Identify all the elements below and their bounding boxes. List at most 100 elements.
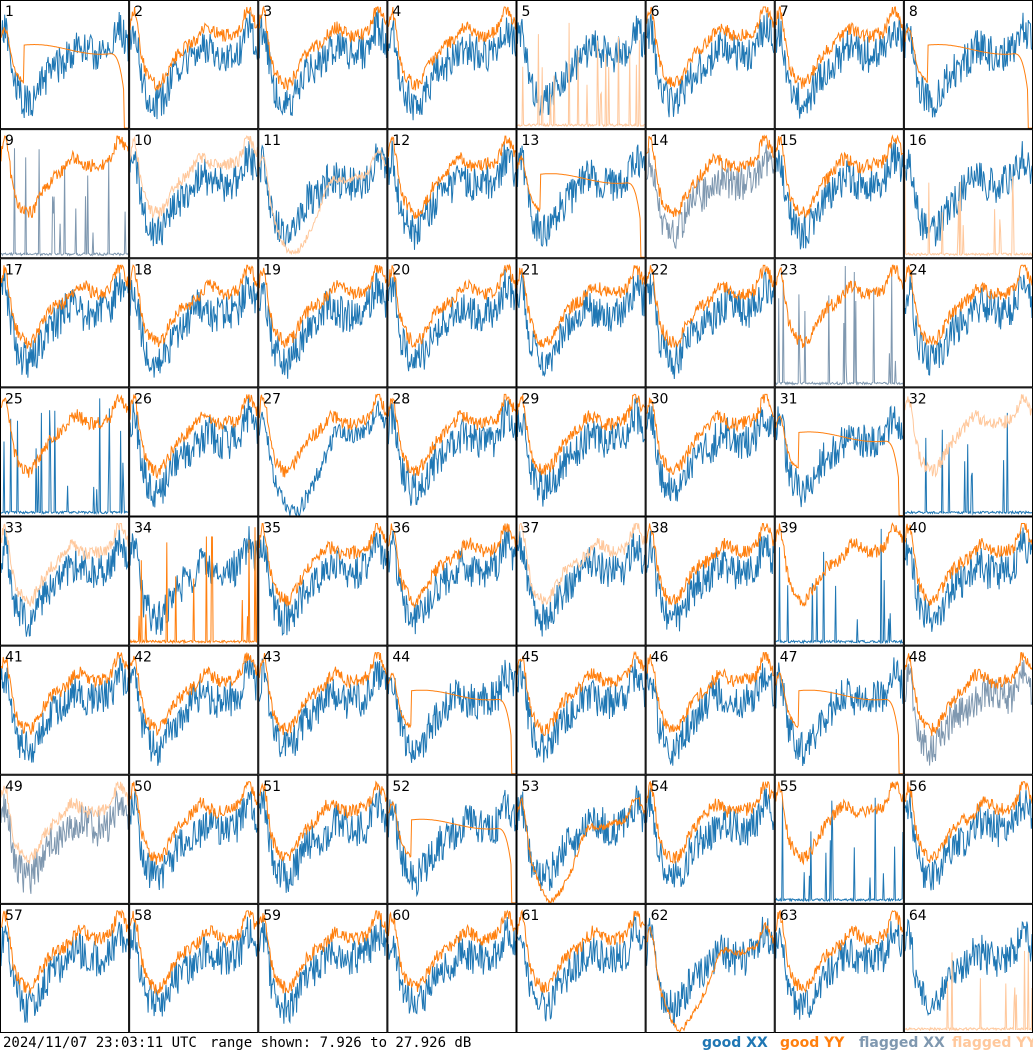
panel-frame-11 — [258, 129, 388, 259]
panel-frame-22 — [645, 258, 775, 388]
series-yy-54 — [646, 780, 775, 864]
panel-label-17: 17 — [5, 262, 23, 278]
panel-60: 60 — [387, 903, 517, 1033]
series-xx-31 — [775, 405, 904, 508]
panel-frame-29 — [516, 387, 646, 517]
series-yy-37 — [517, 522, 646, 606]
panel-18: 18 — [129, 258, 259, 388]
panel-frame-20 — [387, 258, 517, 388]
panel-41: 41 — [0, 645, 130, 775]
panel-frame-26 — [129, 387, 259, 517]
panel-4: 4 — [387, 0, 517, 130]
series-yy-2 — [129, 6, 258, 92]
panel-frame-60 — [387, 903, 517, 1033]
panel-frame-41 — [0, 645, 130, 775]
panel-25: 25 — [0, 387, 130, 517]
series-xx-40 — [904, 527, 1033, 632]
panel-frame-14 — [645, 129, 775, 259]
series-yy-26 — [129, 394, 258, 480]
series-yy-45 — [517, 650, 645, 737]
series-yy-22 — [646, 264, 775, 348]
panel-label-33: 33 — [5, 521, 23, 537]
series-yy-30 — [646, 393, 774, 475]
series-yy-43 — [258, 652, 387, 736]
panel-19: 19 — [258, 258, 388, 388]
panel-label-51: 51 — [263, 779, 281, 795]
series-xx-57 — [0, 921, 129, 1023]
panel-label-40: 40 — [909, 521, 927, 537]
panel-frame-38 — [645, 516, 775, 646]
series-yy-61 — [517, 909, 645, 993]
series-yy-36 — [387, 523, 516, 609]
panel-2: 2 — [129, 0, 259, 130]
range-readout: range shown: 7.926 to 27.926 dB — [210, 1035, 472, 1051]
panel-32: 32 — [903, 387, 1033, 517]
panel-15: 15 — [774, 129, 904, 259]
panel-frame-35 — [258, 516, 388, 646]
series-xx-41 — [0, 657, 129, 763]
panel-label-5: 5 — [522, 4, 531, 20]
panel-30: 30 — [645, 387, 775, 517]
panel-label-63: 63 — [780, 908, 798, 924]
series-xx-60 — [387, 916, 516, 1015]
series-xx-26 — [129, 396, 258, 508]
series-yy-63 — [775, 910, 904, 994]
panel-label-54: 54 — [651, 779, 669, 795]
panel-label-22: 22 — [651, 262, 669, 278]
panel-frame-46 — [645, 645, 775, 775]
panel-frame-21 — [516, 258, 646, 388]
panel-frame-57 — [0, 903, 130, 1033]
series-xx-38 — [646, 530, 775, 632]
legend-good-xx: good XX — [702, 1035, 768, 1051]
series-yy-58 — [129, 910, 258, 996]
panel-frame-49 — [0, 774, 130, 904]
series-yy-14 — [646, 134, 774, 218]
panel-53: 53 — [516, 774, 646, 905]
panel-frame-54 — [645, 774, 775, 904]
panel-7: 7 — [774, 0, 904, 130]
panel-label-8: 8 — [909, 4, 918, 20]
panel-frame-51 — [258, 774, 388, 904]
panel-label-32: 32 — [909, 391, 927, 407]
panel-frame-12 — [387, 129, 517, 259]
series-yy-3 — [258, 5, 387, 91]
series-xx-61 — [517, 915, 646, 1022]
series-yy-42 — [129, 652, 258, 737]
panel-5: 5 — [516, 0, 646, 130]
series-yy-6 — [646, 6, 775, 88]
panel-label-52: 52 — [392, 779, 410, 795]
series-yy-59 — [258, 910, 387, 994]
series-xx-55 — [775, 797, 904, 903]
panel-57: 57 — [0, 903, 130, 1033]
series-xx-49 — [0, 790, 129, 894]
series-yy-5 — [517, 22, 645, 128]
series-xx-20 — [387, 269, 516, 372]
series-yy-7 — [775, 6, 904, 89]
panel-59: 59 — [258, 903, 388, 1033]
panel-33: 33 — [0, 516, 130, 646]
panel-frame-44 — [387, 645, 517, 775]
panel-14: 14 — [645, 129, 775, 259]
panel-frame-28 — [387, 387, 517, 517]
series-yy-38 — [646, 523, 775, 606]
panel-label-35: 35 — [263, 521, 281, 537]
panel-label-12: 12 — [392, 133, 410, 149]
panel-label-47: 47 — [780, 650, 798, 666]
legend-good-yy: good YY — [780, 1035, 845, 1051]
panel-label-18: 18 — [134, 262, 152, 278]
series-xx-32 — [904, 412, 1033, 516]
panel-10: 10 — [129, 129, 259, 259]
series-xx-23 — [775, 265, 904, 386]
legend-flagged-yy: flagged YY — [952, 1035, 1033, 1051]
legend-flagged-xx: flagged XX — [859, 1035, 945, 1051]
series-yy-60 — [387, 909, 516, 993]
series-xx-48 — [904, 659, 1033, 766]
panel-label-39: 39 — [780, 521, 798, 537]
series-xx-27 — [258, 400, 387, 517]
panel-61: 61 — [516, 903, 646, 1033]
panel-45: 45 — [516, 645, 646, 775]
series-xx-28 — [387, 399, 516, 506]
panel-frame-30 — [645, 387, 775, 517]
panel-label-57: 57 — [5, 908, 23, 924]
panel-label-44: 44 — [392, 650, 410, 666]
